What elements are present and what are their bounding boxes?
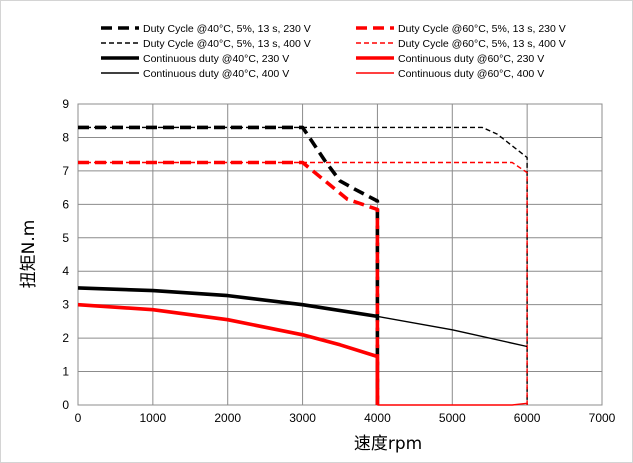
legend-label: Duty Cycle @40°C, 5%, 13 s, 230 V <box>143 23 311 35</box>
legend-label: Continuous duty @60°C, 400 V <box>398 68 544 80</box>
legend-label: Duty Cycle @40°C, 5%, 13 s, 400 V <box>143 38 311 50</box>
x-tick-label: 2000 <box>214 411 241 425</box>
y-tick-label: 8 <box>62 130 69 144</box>
x-tick-label: 7000 <box>589 411 616 425</box>
y-tick-label: 1 <box>62 365 69 379</box>
x-tick-label: 3000 <box>289 411 316 425</box>
series-line-5 <box>77 286 378 319</box>
legend-label: Continuous duty @40°C, 230 V <box>143 53 289 65</box>
y-tick-label: 5 <box>62 231 69 245</box>
x-tick-label: 6000 <box>514 411 541 425</box>
legend-label: Continuous duty @60°C, 230 V <box>398 53 544 65</box>
x-axis-title: 速度rpm <box>354 434 422 454</box>
y-tick-label: 4 <box>62 264 69 278</box>
y-tick-label: 2 <box>62 331 69 345</box>
series-line-6 <box>77 302 380 405</box>
x-tick-label: 5000 <box>439 411 466 425</box>
x-tick-label: 4000 <box>364 411 391 425</box>
y-tick-label: 7 <box>62 164 69 178</box>
legend-label: Duty Cycle @60°C, 5%, 13 s, 230 V <box>398 23 566 35</box>
y-tick-label: 3 <box>62 298 69 312</box>
series-line-8 <box>377 402 528 406</box>
x-tick-label: 1000 <box>140 411 167 425</box>
y-axis-title: 扭矩N.m <box>19 220 39 289</box>
series-line-4 <box>78 161 528 405</box>
series-line-3 <box>78 126 528 405</box>
legend-label: Duty Cycle @60°C, 5%, 13 s, 400 V <box>398 38 566 50</box>
y-tick-label: 9 <box>62 97 69 111</box>
plot-area <box>77 103 603 406</box>
legend-label: Continuous duty @40°C, 400 V <box>143 68 289 80</box>
y-tick-label: 6 <box>62 197 69 211</box>
series-line-7 <box>377 315 528 348</box>
y-tick-label: 0 <box>62 398 69 412</box>
x-tick-label: 0 <box>75 411 82 425</box>
